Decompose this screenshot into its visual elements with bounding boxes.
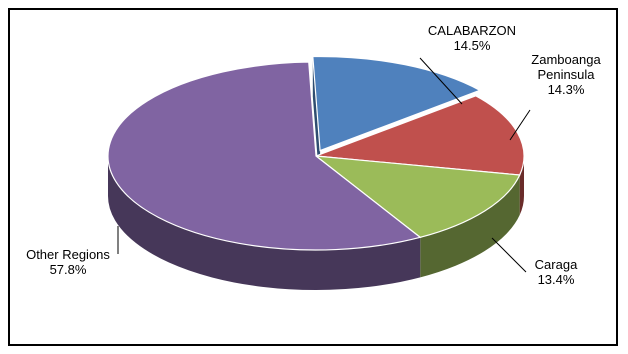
leader-lines [117,57,531,273]
slice-name-0: CALABARZON [428,23,516,38]
slice-percent-3: 57.8% [50,262,87,277]
pie-slice-1 [315,95,525,176]
slice-name-1: Peninsula [537,67,595,82]
slice-label-2: Caraga 13.4% [535,257,578,287]
leader-line-2 [491,237,527,273]
slice-percent-1: 14.3% [548,82,585,97]
slice-label-3: Other Regions 57.8% [26,247,110,277]
slice-name-2: Caraga [535,257,578,272]
pie-slice-3 [107,61,422,251]
slice-label-1: Zamboanga Peninsula 14.3% [531,52,601,97]
slice-name-1: Zamboanga [531,52,601,67]
slice-name-3: Other Regions [26,247,110,262]
slice-label-0: CALABARZON 14.5% [428,23,516,53]
pie-slice-2 [314,155,521,238]
pie-side-3 [108,156,421,290]
leader-line-0 [419,57,463,105]
leader-line-1 [509,109,531,141]
slice-percent-2: 13.4% [538,272,575,287]
pie-side-2 [420,175,520,278]
slice-percent-0: 14.5% [454,38,491,53]
slice-labels: CALABARZON 14.5% Zamboanga Peninsula 14.3% Ca… [26,23,601,287]
pie-side-1 [519,156,524,216]
pie-slice-0 [312,55,482,152]
pie-tops [107,55,525,251]
